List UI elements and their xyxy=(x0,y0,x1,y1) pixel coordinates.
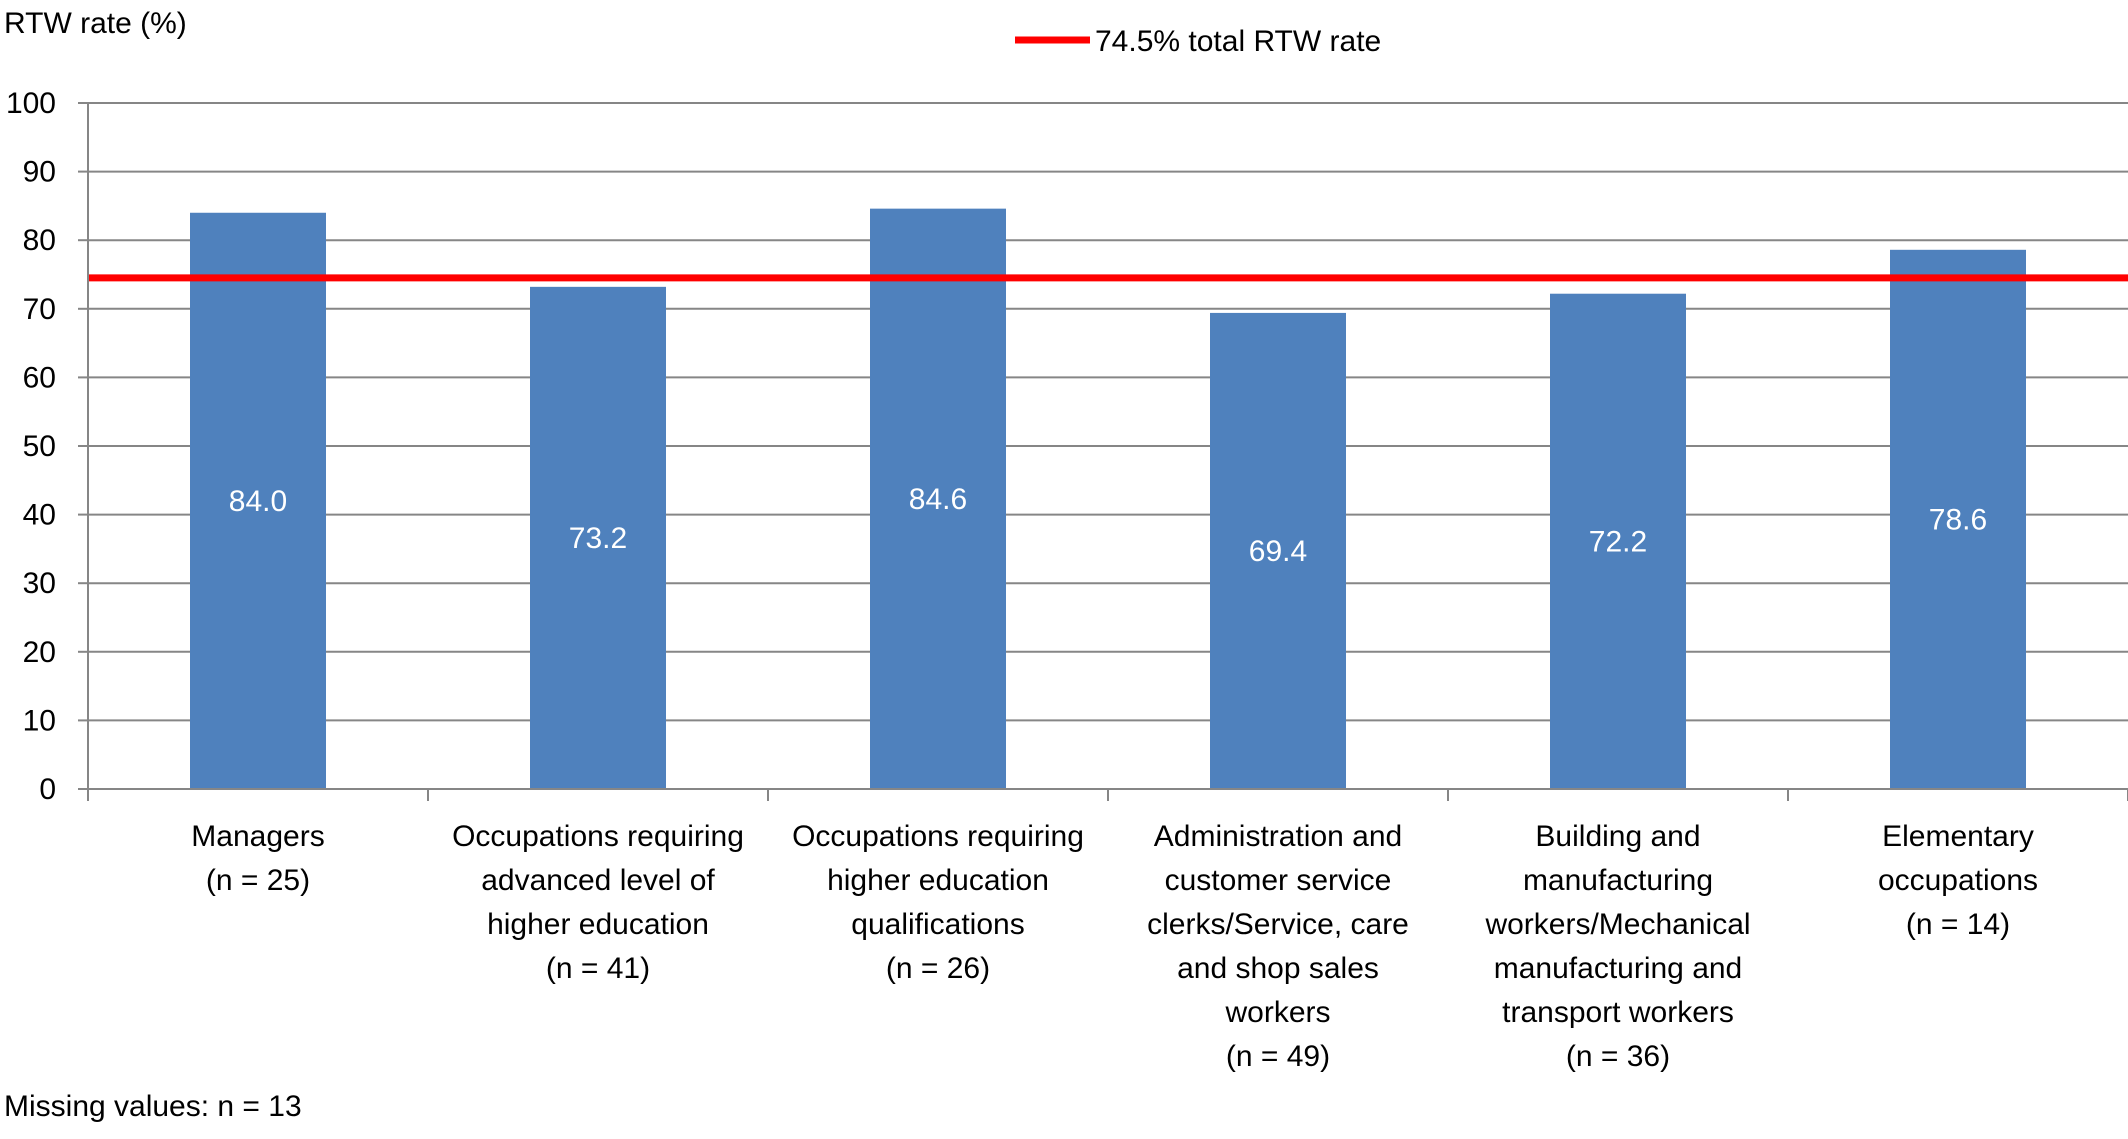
bar xyxy=(190,212,326,789)
x-category-label: Occupations requiring higher education qua… xyxy=(792,820,1084,985)
x-category-label-line: Occupations requiring xyxy=(452,820,744,853)
x-category-label-line: workers xyxy=(1224,996,1330,1029)
x-category-label-line: (n = 25) xyxy=(206,864,310,897)
x-category-label-line: workers/Mechanical xyxy=(1484,908,1750,941)
x-category-label-line: Building and xyxy=(1535,820,1700,853)
axes xyxy=(78,102,2128,801)
x-category-label-line: qualifications xyxy=(851,908,1024,941)
bar-value-label: 69.4 xyxy=(1249,535,1307,568)
x-category-label: Elementary occupations (n = 14) xyxy=(1878,820,2038,941)
y-tick-label: 20 xyxy=(23,636,56,669)
x-category-label-line: transport workers xyxy=(1502,996,1734,1029)
y-tick-labels: 0 10 20 30 40 50 60 70 80 90 100 xyxy=(6,87,56,806)
x-category-label-line: manufacturing xyxy=(1523,864,1713,897)
x-category-label-line: customer service xyxy=(1165,864,1392,897)
bar xyxy=(1550,293,1686,789)
x-category-label-line: clerks/Service, care xyxy=(1147,908,1409,941)
x-category-label-line: Elementary xyxy=(1882,820,2034,853)
x-category-label-line: Administration and xyxy=(1154,820,1402,853)
y-tick-label: 10 xyxy=(23,704,56,737)
bar xyxy=(1890,249,2026,789)
x-category-label-line: higher education xyxy=(827,864,1049,897)
bar-value-label: 78.6 xyxy=(1929,503,1987,536)
y-tick-label: 90 xyxy=(23,156,56,189)
y-tick-label: 70 xyxy=(23,293,56,326)
gridlines xyxy=(88,102,2128,722)
y-tick-label: 80 xyxy=(23,224,56,257)
bar-value-label: 84.6 xyxy=(909,483,967,516)
bar xyxy=(870,208,1006,790)
value-labels: 84.0 73.2 84.6 69.4 72.2 78.6 xyxy=(229,483,1987,568)
x-category-label-line: Occupations requiring xyxy=(792,820,1084,853)
x-category-label: Administration and customer service clerks… xyxy=(1147,820,1409,1073)
bars xyxy=(190,208,2026,790)
bar-value-label: 73.2 xyxy=(569,522,627,555)
y-tick-label: 0 xyxy=(39,773,56,806)
legend: 74.5% total RTW rate xyxy=(1015,25,1381,58)
x-category-label: Occupations requiring advanced level of hi… xyxy=(452,820,744,985)
x-category-labels: Managers (n = 25) Occupations requiring adv… xyxy=(191,820,2038,1073)
y-tick-label: 100 xyxy=(6,87,56,120)
x-category-label: Building and manufacturing workers/Mechani… xyxy=(1484,820,1750,1073)
x-category-label-line: (n = 41) xyxy=(546,952,650,985)
x-category-label-line: occupations xyxy=(1878,864,2038,897)
x-category-label: Managers (n = 25) xyxy=(191,820,324,897)
y-tick-label: 60 xyxy=(23,361,56,394)
x-category-label-line: (n = 26) xyxy=(886,952,990,985)
x-category-label-line: higher education xyxy=(487,908,709,941)
missing-values-note: Missing values: n = 13 xyxy=(4,1090,302,1123)
bar-value-label: 84.0 xyxy=(229,485,287,518)
y-tick-label: 50 xyxy=(23,430,56,463)
y-axis-title: RTW rate (%) xyxy=(4,7,187,40)
x-category-label-line: (n = 49) xyxy=(1226,1040,1330,1073)
y-tick-label: 40 xyxy=(23,499,56,532)
x-category-label-line: manufacturing and xyxy=(1494,952,1743,985)
x-category-label-line: Managers xyxy=(191,820,324,853)
bar xyxy=(530,286,666,789)
x-category-label-line: and shop sales xyxy=(1177,952,1379,985)
bar-value-label: 72.2 xyxy=(1589,525,1647,558)
x-category-label-line: advanced level of xyxy=(481,864,715,897)
y-tick-label: 30 xyxy=(23,567,56,600)
x-category-label-line: (n = 36) xyxy=(1566,1040,1670,1073)
bar xyxy=(1210,312,1346,789)
x-category-label-line: (n = 14) xyxy=(1906,908,2010,941)
legend-label: 74.5% total RTW rate xyxy=(1095,25,1381,58)
